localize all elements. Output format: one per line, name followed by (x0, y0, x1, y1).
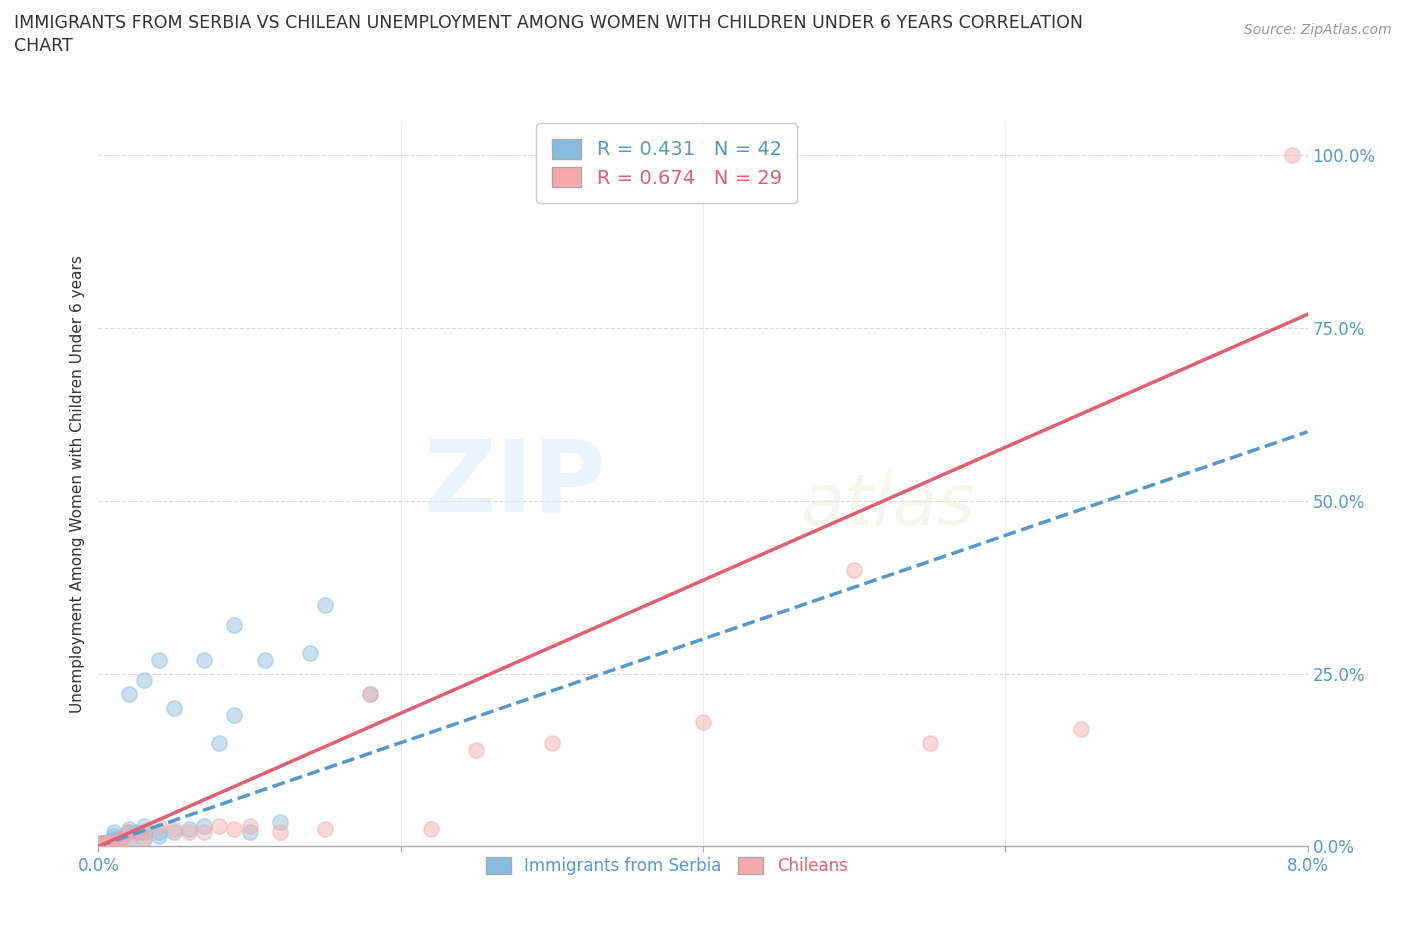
Point (193, 825, 215, 840)
Point (110, 832, 132, 847)
Point (94, 835, 117, 850)
Y-axis label: Unemployment Among Women with Children Under 6 years: Unemployment Among Women with Children U… (69, 255, 84, 712)
Point (132, 673, 155, 688)
Point (98, 835, 121, 850)
Point (360, 687, 382, 702)
Point (148, 829, 170, 844)
Point (163, 825, 186, 840)
Point (132, 825, 155, 840)
Point (103, 825, 125, 840)
Point (118, 821, 141, 836)
Point (110, 832, 132, 847)
Point (148, 652, 170, 667)
Point (93, 835, 115, 850)
Point (100, 835, 122, 850)
Point (1281, 148, 1303, 163)
Point (224, 708, 246, 723)
Point (420, 821, 443, 836)
Point (239, 818, 262, 833)
Point (105, 835, 128, 850)
Text: atlas: atlas (800, 471, 974, 539)
Point (103, 835, 125, 850)
Point (90, 835, 112, 850)
Point (179, 825, 201, 840)
Point (90, 835, 112, 850)
Point (118, 832, 141, 847)
Point (314, 597, 336, 612)
Point (103, 832, 125, 847)
Point (540, 736, 562, 751)
Point (208, 818, 231, 833)
Point (193, 818, 215, 833)
Point (253, 652, 276, 667)
Point (132, 832, 155, 847)
Point (224, 821, 246, 836)
Point (125, 825, 148, 840)
Point (108, 832, 131, 847)
Point (118, 687, 141, 702)
Point (93, 835, 115, 850)
Legend: Immigrants from Serbia, Chileans: Immigrants from Serbia, Chileans (479, 850, 855, 882)
Point (692, 714, 714, 729)
Point (148, 818, 170, 833)
Point (132, 832, 155, 847)
Point (132, 818, 155, 833)
Point (163, 821, 186, 836)
Point (96, 835, 118, 850)
Point (100, 835, 122, 850)
Point (101, 835, 124, 850)
Point (179, 821, 201, 836)
Point (148, 825, 170, 840)
Point (239, 825, 262, 840)
Point (107, 832, 129, 847)
Point (465, 742, 488, 757)
Point (844, 563, 866, 578)
Point (224, 618, 246, 632)
Point (118, 825, 141, 840)
Point (269, 815, 291, 830)
Point (208, 736, 231, 751)
Point (118, 835, 141, 850)
Point (105, 835, 128, 850)
Point (91, 835, 114, 850)
Point (193, 652, 215, 667)
Text: CHART: CHART (14, 37, 73, 55)
Point (96, 835, 118, 850)
Point (118, 825, 141, 840)
Text: ZIP: ZIP (423, 435, 606, 532)
Point (314, 821, 336, 836)
Point (1070, 722, 1092, 737)
Point (103, 835, 125, 850)
Point (299, 645, 322, 660)
Point (103, 829, 125, 844)
Text: IMMIGRANTS FROM SERBIA VS CHILEAN UNEMPLOYMENT AMONG WOMEN WITH CHILDREN UNDER 6: IMMIGRANTS FROM SERBIA VS CHILEAN UNEMPL… (14, 14, 1083, 32)
Point (360, 687, 382, 702)
Point (269, 825, 291, 840)
Point (132, 825, 155, 840)
Text: Source: ZipAtlas.com: Source: ZipAtlas.com (1244, 23, 1392, 37)
Point (918, 736, 941, 751)
Point (163, 700, 186, 715)
